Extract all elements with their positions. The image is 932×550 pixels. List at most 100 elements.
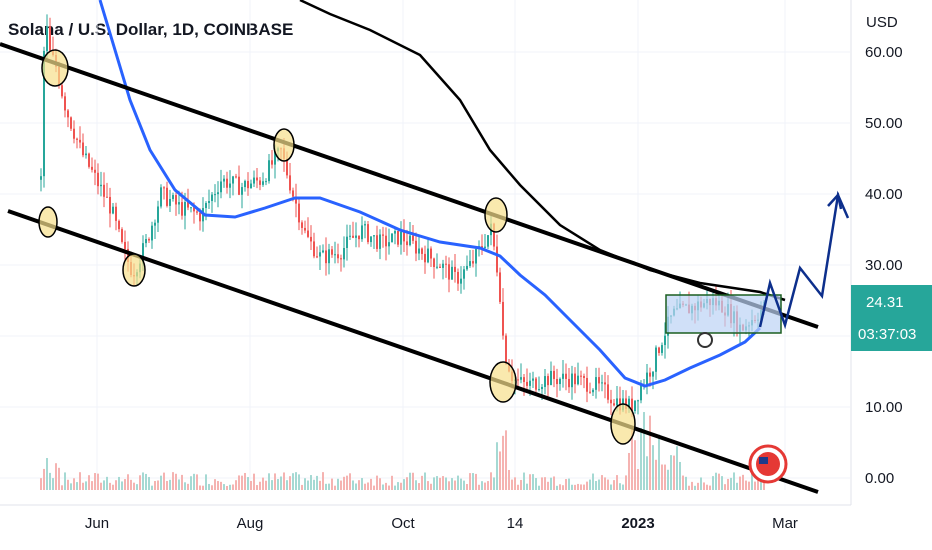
volume-bar xyxy=(361,478,363,490)
volume-bar xyxy=(703,482,705,490)
volume-bar xyxy=(100,482,102,490)
y-tick-label: 40.00 xyxy=(865,186,903,203)
volume-bar xyxy=(568,478,570,490)
volume-bar xyxy=(367,482,369,490)
candle-body xyxy=(646,372,648,385)
volume-bar xyxy=(514,477,516,490)
volume-bar xyxy=(670,455,672,490)
volume-bar xyxy=(496,442,498,490)
candle-body xyxy=(337,254,339,259)
volume-bar xyxy=(463,480,465,490)
y-tick-label: 0.00 xyxy=(865,470,894,487)
candle-body xyxy=(418,248,420,254)
candle-body xyxy=(469,261,471,266)
volume-bar xyxy=(742,474,744,490)
volume-bar xyxy=(250,480,252,490)
candle-body xyxy=(91,166,93,170)
candle-body xyxy=(88,153,90,167)
volume-bar xyxy=(643,412,645,490)
candle-body xyxy=(112,206,114,214)
candle-body xyxy=(547,376,549,386)
candle-body xyxy=(493,223,495,247)
volume-bar xyxy=(580,484,582,490)
candle-body xyxy=(616,398,618,406)
volume-bar xyxy=(730,477,732,490)
candle-body xyxy=(208,201,210,204)
candle-body xyxy=(43,50,45,177)
volume-bar xyxy=(439,477,441,490)
candle-body xyxy=(232,176,234,184)
candle-body xyxy=(382,234,384,236)
volume-bar xyxy=(385,482,387,490)
volume-bar xyxy=(727,478,729,490)
candle-body xyxy=(205,203,207,209)
volume-bar xyxy=(673,455,675,490)
x-tick-label: Mar xyxy=(772,515,798,532)
volume-bar xyxy=(592,473,594,490)
volume-bar xyxy=(487,481,489,490)
volume-bar xyxy=(328,483,330,490)
candle-body xyxy=(211,194,213,202)
volume-bar xyxy=(136,484,138,490)
volume-bar xyxy=(97,473,99,490)
volume-bar xyxy=(214,479,216,490)
candle-body xyxy=(379,234,381,249)
candle-body xyxy=(355,235,357,238)
candle-body xyxy=(391,233,393,243)
candle-body xyxy=(556,378,558,385)
volume-bar xyxy=(472,473,474,490)
volume-bar xyxy=(676,446,678,490)
volume-bar xyxy=(406,477,408,490)
volume-bar xyxy=(352,480,354,490)
candle-body xyxy=(163,187,165,189)
candle-body xyxy=(187,201,189,208)
candle-body xyxy=(94,169,96,173)
volume-bar xyxy=(145,473,147,490)
volume-bar xyxy=(127,474,129,490)
volume-bar xyxy=(739,476,741,490)
candle-body xyxy=(181,202,183,216)
volume-bar xyxy=(193,473,195,490)
volume-bar xyxy=(541,477,543,490)
candle-body xyxy=(313,241,315,257)
volume-bar xyxy=(280,476,282,490)
volume-bar xyxy=(403,479,405,490)
chart-title: Solana / U.S. Dollar, 1D, COINBASE xyxy=(8,20,294,39)
candle-body xyxy=(592,389,594,393)
candle-body xyxy=(109,196,111,214)
volume-bar xyxy=(613,480,615,490)
volume-bar xyxy=(46,458,48,490)
volume-bar xyxy=(724,484,726,490)
candle-body xyxy=(82,142,84,156)
volume-bar xyxy=(355,483,357,490)
volume-bar xyxy=(520,479,522,490)
volume-bar xyxy=(679,461,681,490)
volume-bar xyxy=(481,481,483,490)
volume-bar xyxy=(274,473,276,490)
volume-bar xyxy=(109,482,111,490)
candle-body xyxy=(328,249,330,264)
volume-bar xyxy=(169,479,171,490)
volume-bar xyxy=(397,482,399,490)
candle-body xyxy=(658,347,660,353)
volume-bar xyxy=(322,472,324,490)
volume-bar xyxy=(499,451,501,490)
volume-bar xyxy=(547,481,549,490)
volume-bar xyxy=(664,464,666,490)
volume-bar xyxy=(289,476,291,490)
candle-body xyxy=(316,256,318,258)
volume-bar xyxy=(175,473,177,490)
candle-body xyxy=(631,398,633,412)
candle-body xyxy=(373,235,375,237)
candle-body xyxy=(580,375,582,377)
candle-body xyxy=(454,266,456,272)
candle-body xyxy=(361,225,363,240)
candle-body xyxy=(583,376,585,378)
volume-bar xyxy=(187,483,189,490)
volume-bar xyxy=(718,473,720,490)
volume-bar xyxy=(415,480,417,490)
highlight-circle xyxy=(41,49,69,87)
candle-body xyxy=(73,128,75,139)
